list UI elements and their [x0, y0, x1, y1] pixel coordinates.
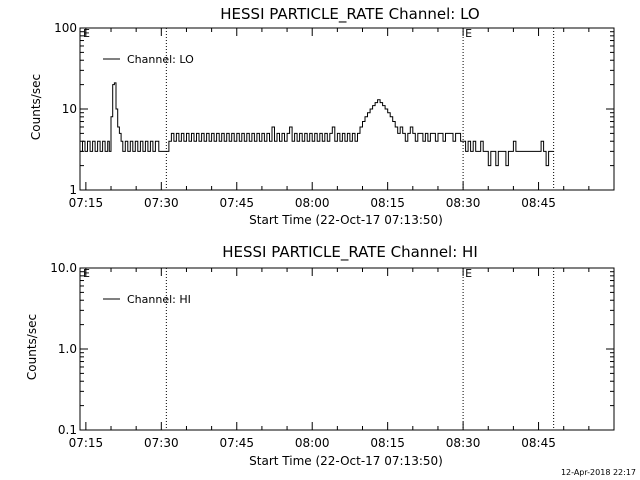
- x-tick-label: 08:15: [370, 196, 405, 210]
- x-tick-label: 08:45: [521, 436, 556, 450]
- x-tick-label: 07:45: [219, 436, 254, 450]
- y-axis-label: Counts/sec: [25, 314, 39, 380]
- event-marker-label: E: [465, 27, 472, 40]
- y-tick-label: 100: [54, 21, 77, 35]
- x-axis-label: Start Time (22-Oct-17 07:13:50): [249, 213, 443, 227]
- x-tick-label: 07:30: [144, 436, 179, 450]
- x-tick-label: 07:15: [69, 436, 104, 450]
- y-tick-labels: 1 10 100: [54, 21, 77, 197]
- legend: Channel: LO: [103, 53, 194, 66]
- y-tick-label: 10.0: [50, 261, 77, 275]
- y-tick-label: 1.0: [58, 342, 77, 356]
- x-tick-labels: 07:15 07:30 07:45 08:00 08:15 08:30 08:45: [69, 196, 556, 210]
- plot-axes: [79, 27, 615, 191]
- corner-label: E: [83, 27, 90, 40]
- plot-axes: [79, 267, 615, 431]
- series-line-channel-lo: [80, 82, 554, 167]
- x-tick-label: 08:30: [446, 436, 481, 450]
- x-tick-label: 08:45: [521, 196, 556, 210]
- chart-title: HESSI PARTICLE_RATE Channel: HI: [222, 243, 478, 262]
- corner-label: E: [83, 267, 90, 280]
- x-axis-label: Start Time (22-Oct-17 07:13:50): [249, 454, 443, 468]
- legend: Channel: HI: [103, 293, 191, 306]
- x-tick-labels: 07:15 07:30 07:45 08:00 08:15 08:30 08:45: [69, 436, 556, 450]
- panel-channel-hi: HESSI PARTICLE_RATE Channel: HI Counts/s…: [25, 243, 615, 468]
- chart-title: HESSI PARTICLE_RATE Channel: LO: [220, 5, 479, 24]
- y-tick-label: 10: [62, 102, 77, 116]
- legend-label: Channel: LO: [127, 53, 194, 66]
- event-marker-label: E: [465, 267, 472, 280]
- event-markers: E: [165, 267, 555, 430]
- x-tick-label: 08:30: [446, 196, 481, 210]
- y-axis-label: Counts/sec: [29, 74, 43, 140]
- x-tick-label: 08:00: [295, 196, 330, 210]
- panel-channel-lo: HESSI PARTICLE_RATE Channel: LO Counts/s…: [29, 5, 615, 227]
- footer-timestamp: 12-Apr-2018 22:17: [561, 468, 636, 477]
- x-tick-label: 07:45: [219, 196, 254, 210]
- legend-label: Channel: HI: [127, 293, 191, 306]
- data-series: [80, 82, 554, 167]
- x-tick-label: 07:30: [144, 196, 179, 210]
- event-markers: E: [165, 27, 555, 190]
- y-tick-label: 1: [69, 183, 77, 197]
- y-tick-label: 0.1: [58, 423, 77, 437]
- y-tick-labels: 0.1 1.0 10.0: [50, 261, 77, 437]
- x-tick-label: 07:15: [69, 196, 104, 210]
- x-tick-label: 08:00: [295, 436, 330, 450]
- x-tick-label: 08:15: [370, 436, 405, 450]
